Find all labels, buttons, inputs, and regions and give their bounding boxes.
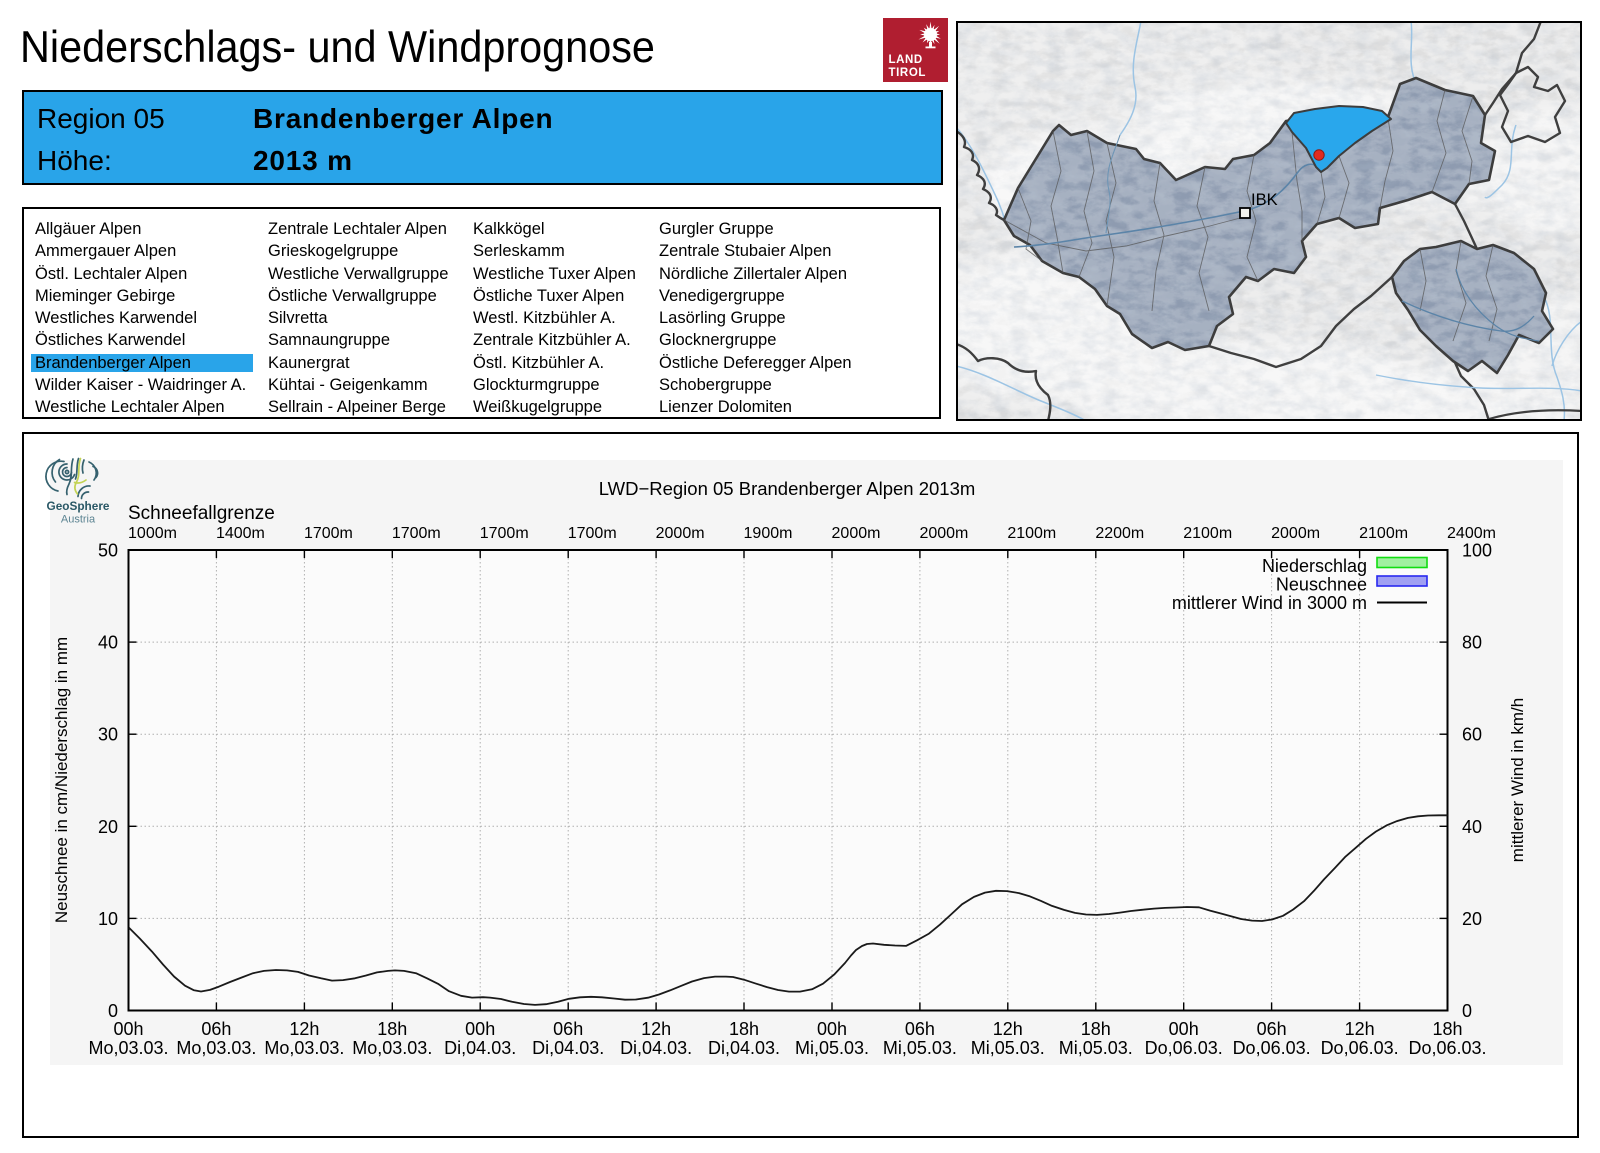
svg-text:1700m: 1700m [480, 525, 529, 542]
svg-text:Do,06.03.: Do,06.03. [1408, 1038, 1486, 1058]
svg-text:2000m: 2000m [832, 525, 881, 542]
svg-text:06h: 06h [201, 1019, 231, 1039]
svg-text:Mi,05.03.: Mi,05.03. [883, 1038, 957, 1058]
svg-text:Mo,03.03.: Mo,03.03. [352, 1038, 432, 1058]
svg-text:50: 50 [98, 541, 118, 561]
svg-text:Di,04.03.: Di,04.03. [444, 1038, 516, 1058]
svg-text:mittlerer Wind in km/h: mittlerer Wind in km/h [1508, 698, 1527, 862]
svg-text:1700m: 1700m [392, 525, 441, 542]
svg-text:00h: 00h [1169, 1019, 1199, 1039]
svg-text:00h: 00h [817, 1019, 847, 1039]
svg-text:LWD−Region 05 Brandenberger Al: LWD−Region 05 Brandenberger Alpen 2013m [599, 478, 976, 499]
svg-text:Do,06.03.: Do,06.03. [1321, 1038, 1399, 1058]
svg-text:mittlerer Wind in 3000 m: mittlerer Wind in 3000 m [1172, 593, 1367, 613]
svg-text:Neuschnee in cm/Niederschlag i: Neuschnee in cm/Niederschlag in mm [52, 637, 71, 923]
svg-text:1900m: 1900m [744, 525, 793, 542]
svg-text:00h: 00h [465, 1019, 495, 1039]
svg-text:Mi,05.03.: Mi,05.03. [1059, 1038, 1133, 1058]
svg-text:2200m: 2200m [1095, 525, 1144, 542]
svg-text:Mo,03.03.: Mo,03.03. [176, 1038, 256, 1058]
svg-text:1700m: 1700m [304, 525, 353, 542]
svg-text:80: 80 [1462, 633, 1482, 653]
svg-text:Do,06.03.: Do,06.03. [1233, 1038, 1311, 1058]
svg-text:10: 10 [98, 909, 118, 929]
svg-text:2400m: 2400m [1447, 525, 1496, 542]
svg-text:40: 40 [1462, 817, 1482, 837]
svg-text:2100m: 2100m [1359, 525, 1408, 542]
svg-text:Mi,05.03.: Mi,05.03. [971, 1038, 1045, 1058]
svg-text:Schneefallgrenze: Schneefallgrenze [128, 503, 275, 524]
svg-text:1700m: 1700m [568, 525, 617, 542]
svg-text:1400m: 1400m [216, 525, 265, 542]
svg-text:20: 20 [98, 817, 118, 837]
svg-text:12h: 12h [641, 1019, 671, 1039]
svg-text:40: 40 [98, 633, 118, 653]
svg-text:18h: 18h [1432, 1019, 1462, 1039]
svg-text:Di,04.03.: Di,04.03. [620, 1038, 692, 1058]
svg-text:12h: 12h [289, 1019, 319, 1039]
svg-text:IBK: IBK [1251, 191, 1278, 209]
svg-text:Austria: Austria [61, 514, 96, 526]
svg-text:0: 0 [108, 1001, 118, 1021]
svg-text:06h: 06h [905, 1019, 935, 1039]
svg-text:Mo,03.03.: Mo,03.03. [88, 1038, 168, 1058]
svg-text:20: 20 [1462, 909, 1482, 929]
svg-text:Mo,03.03.: Mo,03.03. [264, 1038, 344, 1058]
svg-text:12h: 12h [993, 1019, 1023, 1039]
svg-text:Di,04.03.: Di,04.03. [708, 1038, 780, 1058]
svg-text:2000m: 2000m [1271, 525, 1320, 542]
svg-text:18h: 18h [1081, 1019, 1111, 1039]
svg-text:Mi,05.03.: Mi,05.03. [795, 1038, 869, 1058]
svg-text:06h: 06h [1257, 1019, 1287, 1039]
svg-text:LAND: LAND [889, 54, 923, 66]
svg-text:2100m: 2100m [1007, 525, 1056, 542]
svg-text:06h: 06h [553, 1019, 583, 1039]
svg-text:Neuschnee: Neuschnee [1276, 575, 1367, 595]
svg-text:2100m: 2100m [1183, 525, 1232, 542]
svg-text:18h: 18h [377, 1019, 407, 1039]
svg-text:18h: 18h [729, 1019, 759, 1039]
svg-text:2000m: 2000m [919, 525, 968, 542]
svg-text:00h: 00h [113, 1019, 143, 1039]
svg-text:GeoSphere: GeoSphere [47, 499, 110, 513]
svg-text:Niederschlag: Niederschlag [1262, 556, 1367, 576]
svg-text:TIROL: TIROL [889, 67, 927, 79]
svg-text:100: 100 [1462, 541, 1492, 561]
svg-text:Di,04.03.: Di,04.03. [532, 1038, 604, 1058]
svg-text:2000m: 2000m [656, 525, 705, 542]
svg-text:30: 30 [98, 725, 118, 745]
svg-text:1000m: 1000m [128, 525, 177, 542]
svg-text:60: 60 [1462, 725, 1482, 745]
svg-text:Do,06.03.: Do,06.03. [1145, 1038, 1223, 1058]
svg-text:0: 0 [1462, 1001, 1472, 1021]
svg-text:12h: 12h [1345, 1019, 1375, 1039]
